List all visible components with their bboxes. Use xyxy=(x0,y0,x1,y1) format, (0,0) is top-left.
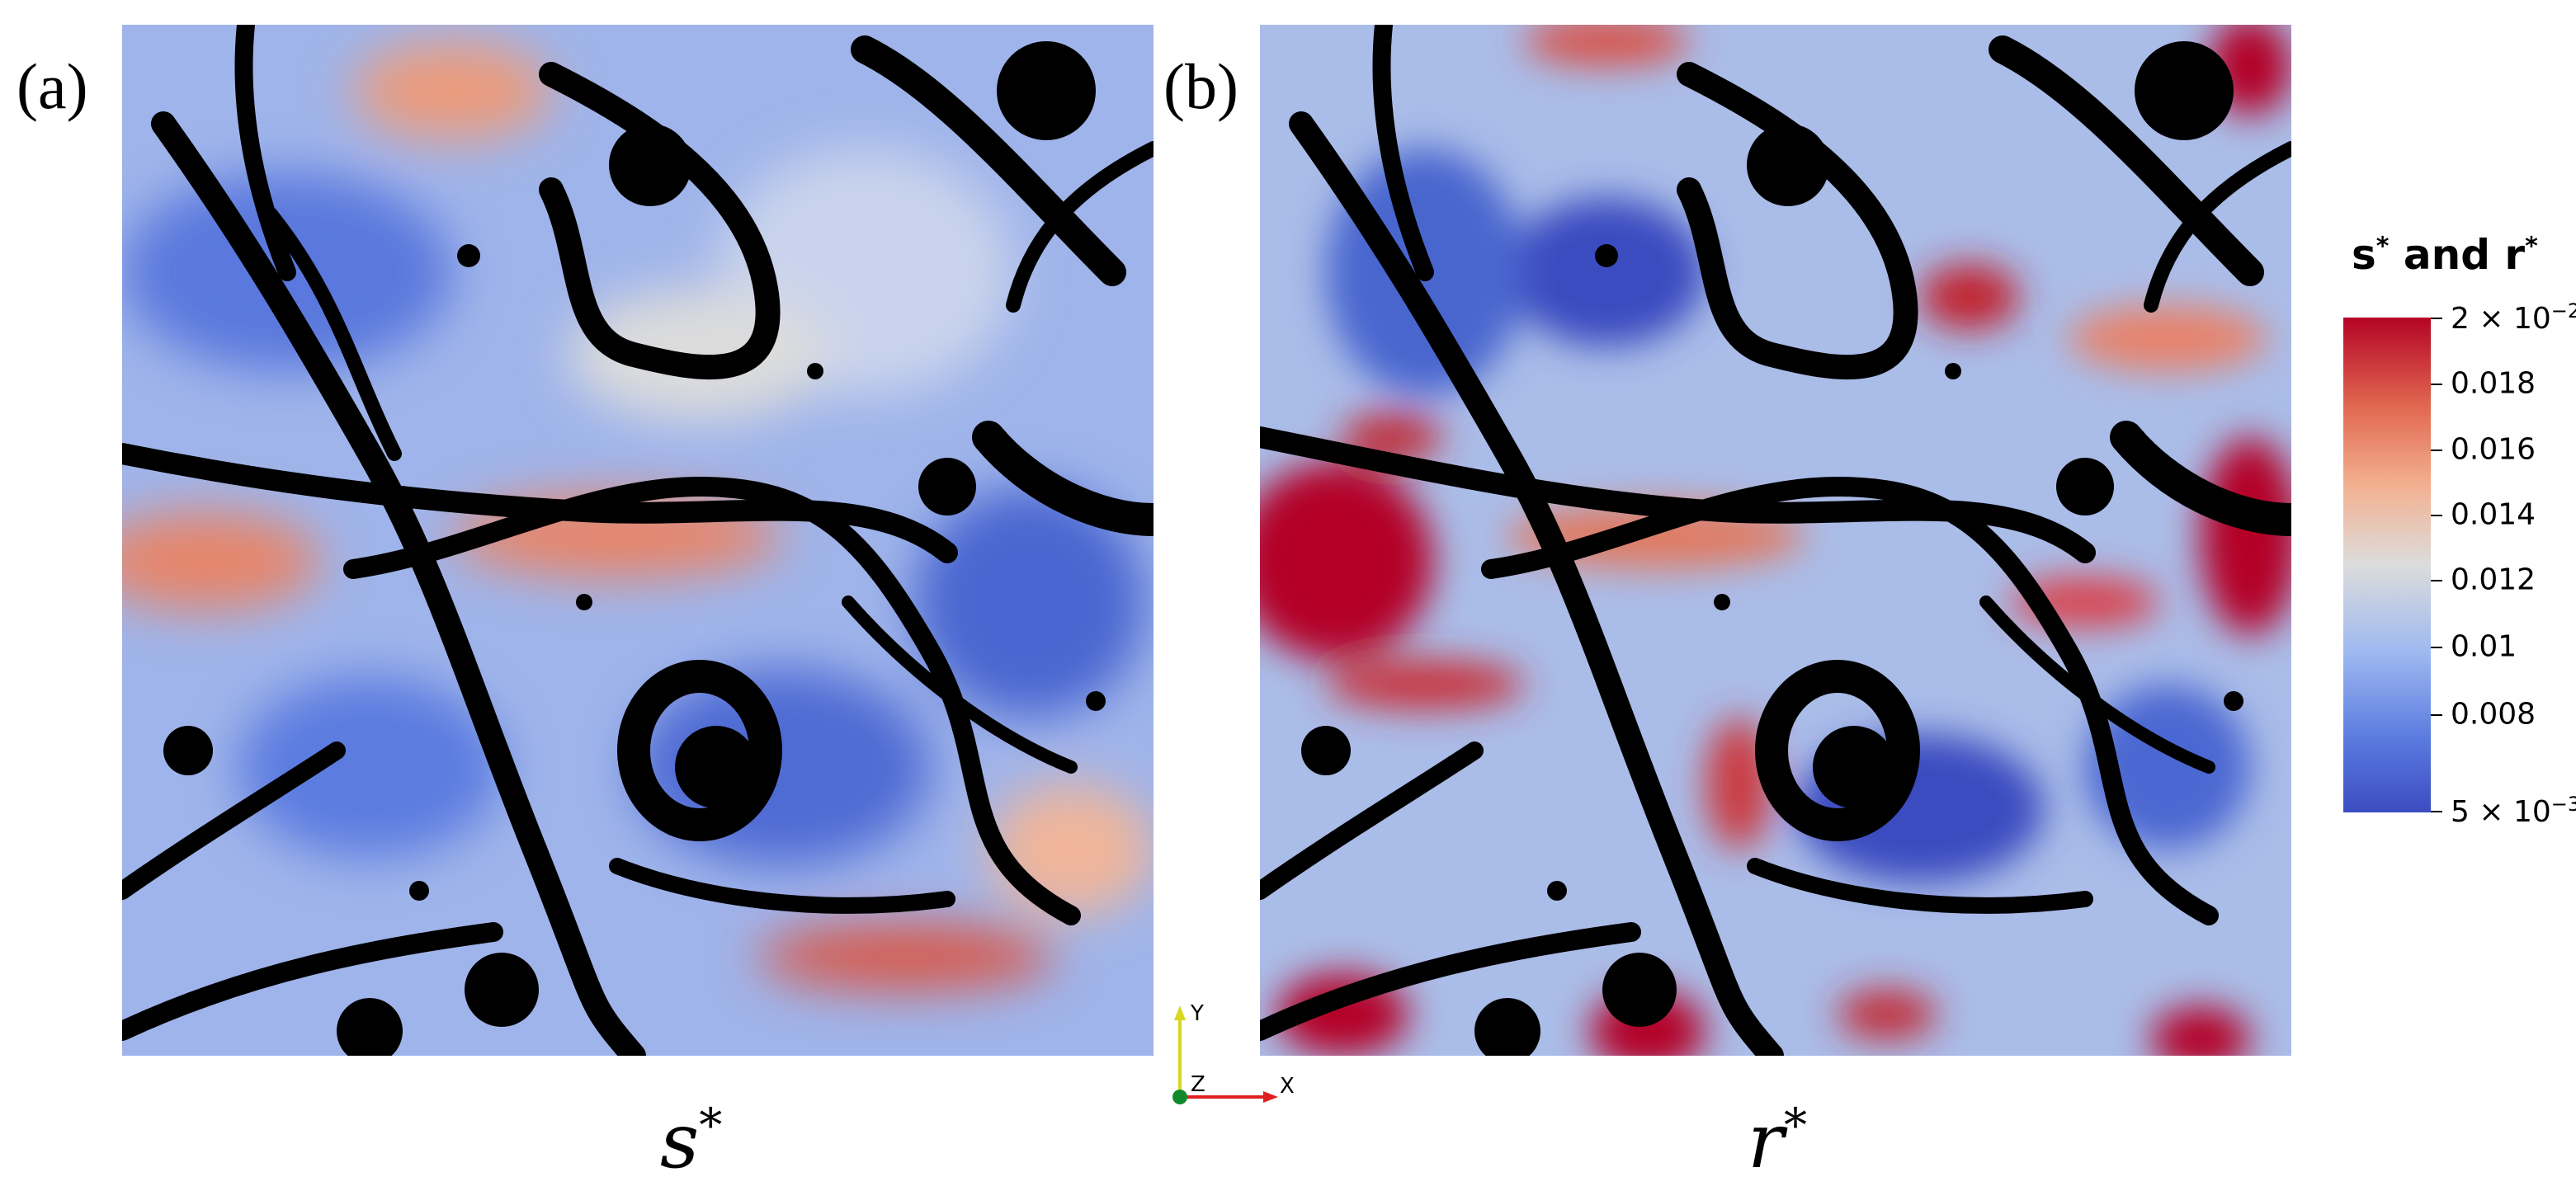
caption-r-sup: * xyxy=(1783,1099,1807,1153)
colorbar-title-mid: and r xyxy=(2389,231,2526,279)
caption-r-var: r xyxy=(1748,1097,1784,1185)
colorbar-label: 0.01 xyxy=(2451,629,2517,664)
colorbar-tick-max xyxy=(2431,318,2442,319)
axis-y-label: Y xyxy=(1190,1001,1204,1026)
colorbar-min-exp: −3 xyxy=(2550,793,2576,816)
colorbar-tick xyxy=(2431,450,2442,451)
colorbar-tick xyxy=(2431,384,2442,385)
axis-z-label: Z xyxy=(1191,1072,1205,1097)
colorbar-max-exp: −2 xyxy=(2550,299,2576,322)
colorbar-label: 0.012 xyxy=(2451,563,2536,597)
colorbar-min-mantissa: 5 × 10 xyxy=(2451,795,2551,829)
axis-x-label: X xyxy=(1280,1074,1295,1099)
orientation-axes-icon: Y Z X xyxy=(1159,994,1300,1118)
panel-label-a: (a) xyxy=(17,50,88,122)
colorbar-tick xyxy=(2431,714,2442,716)
colorbar-label: 0.018 xyxy=(2451,366,2536,401)
colorbar-title-sup-1: * xyxy=(2375,232,2390,261)
colorbar-label-max: 2 × 10−2 xyxy=(2451,299,2576,336)
colorbar-tick xyxy=(2431,515,2442,516)
colorbar-tick xyxy=(2431,647,2442,648)
colorbar-title-s: s xyxy=(2352,231,2376,279)
field-plot-r-star xyxy=(1260,25,2291,1056)
colorbar-max-mantissa: 2 × 10 xyxy=(2451,302,2551,336)
colorbar-gradient xyxy=(2343,318,2431,812)
colorbar-title-sup-2: * xyxy=(2525,232,2538,261)
colorbar-title: s* and r* xyxy=(2352,231,2538,279)
caption-s-var: s xyxy=(660,1097,700,1185)
colorbar-tick-min xyxy=(2431,811,2442,812)
caption-s-sup: * xyxy=(699,1099,723,1153)
colorbar-label: 0.008 xyxy=(2451,697,2536,732)
panel-label-b: (b) xyxy=(1163,50,1238,122)
caption-r-star: r* xyxy=(1748,1097,1807,1185)
field-plot-s-star xyxy=(122,25,1154,1056)
colorbar-label: 0.016 xyxy=(2451,432,2536,467)
caption-s-star: s* xyxy=(660,1097,722,1185)
colorbar-tick xyxy=(2431,580,2442,581)
colorbar-label: 0.014 xyxy=(2451,497,2536,532)
colorbar-label-min: 5 × 10−3 xyxy=(2451,793,2576,829)
